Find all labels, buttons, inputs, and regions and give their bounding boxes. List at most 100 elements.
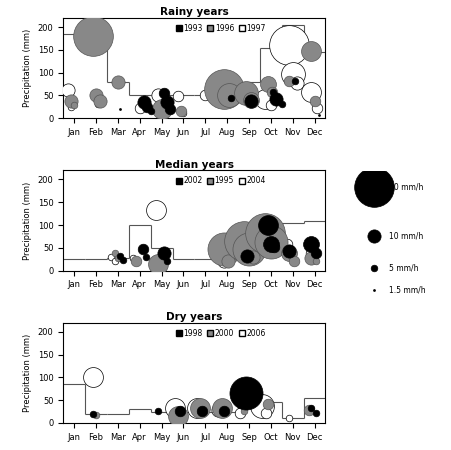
Point: [220, 85, 227, 92]
Point: [236, 410, 244, 417]
Point: [70, 102, 78, 109]
Point: [239, 408, 247, 415]
Point: [258, 402, 265, 410]
Point: [370, 286, 377, 293]
Point: [225, 92, 232, 99]
Point: [143, 253, 150, 261]
Point: [249, 253, 256, 261]
Point: [116, 106, 124, 113]
Point: [263, 221, 271, 229]
Point: [198, 408, 205, 415]
Point: [196, 405, 203, 412]
Point: [154, 408, 161, 415]
Point: [247, 96, 254, 104]
Point: [272, 95, 279, 103]
Point: [67, 97, 74, 104]
Point: [370, 232, 377, 239]
Point: [158, 106, 165, 113]
Point: [311, 257, 318, 264]
Point: [160, 250, 167, 257]
Point: [311, 410, 318, 417]
Point: [263, 81, 271, 88]
Legend: 1998, 2000, 2006: 1998, 2000, 2006: [172, 325, 268, 341]
Point: [193, 405, 200, 412]
Text: 5 mm/h: 5 mm/h: [388, 264, 417, 273]
Point: [136, 104, 143, 112]
Point: [143, 103, 151, 110]
Point: [154, 92, 161, 99]
Point: [166, 106, 174, 113]
Point: [315, 111, 322, 118]
Point: [307, 241, 314, 248]
Point: [154, 260, 161, 267]
Point: [116, 252, 124, 260]
Point: [290, 77, 298, 85]
Point: [277, 100, 285, 107]
Point: [129, 254, 137, 261]
Point: [307, 254, 314, 261]
Point: [94, 100, 101, 107]
Point: [114, 78, 121, 86]
Text: 30 mm/h: 30 mm/h: [388, 183, 422, 192]
Text: 1.5 mm/h: 1.5 mm/h: [388, 285, 424, 294]
Point: [92, 411, 100, 418]
Point: [242, 390, 249, 397]
Point: [89, 374, 96, 381]
Point: [370, 184, 377, 191]
Point: [247, 97, 254, 104]
Point: [92, 92, 100, 99]
Point: [268, 88, 275, 95]
Point: [111, 257, 118, 264]
Point: [220, 87, 227, 94]
Point: [107, 253, 115, 261]
Point: [313, 104, 320, 112]
Point: [170, 405, 178, 412]
Point: [239, 254, 247, 261]
Title: Median years: Median years: [155, 160, 233, 170]
Point: [285, 77, 292, 85]
Point: [269, 88, 276, 95]
Point: [263, 400, 271, 407]
Legend: 2002, 1995, 2004: 2002, 1995, 2004: [172, 173, 268, 188]
Point: [64, 86, 71, 94]
Point: [174, 412, 181, 419]
Point: [139, 245, 146, 252]
Point: [111, 250, 118, 257]
Point: [220, 257, 227, 264]
Point: [289, 70, 296, 77]
Point: [261, 230, 268, 237]
Point: [270, 243, 277, 251]
Y-axis label: Precipitation (mm): Precipitation (mm): [23, 334, 32, 412]
Point: [285, 415, 292, 422]
Point: [307, 47, 314, 54]
Point: [133, 257, 140, 264]
Point: [140, 99, 147, 106]
Point: [239, 93, 247, 100]
Point: [179, 109, 187, 117]
Point: [285, 248, 292, 255]
Point: [174, 93, 181, 100]
Point: [160, 90, 167, 97]
Point: [217, 405, 225, 412]
Point: [227, 94, 235, 101]
Point: [262, 410, 270, 417]
Point: [370, 265, 377, 272]
Point: [285, 250, 292, 257]
Point: [261, 95, 268, 103]
Point: [89, 33, 96, 40]
Point: [307, 250, 314, 257]
Point: [305, 407, 312, 414]
Point: [147, 108, 154, 115]
Y-axis label: Precipitation (mm): Precipitation (mm): [23, 29, 32, 107]
Point: [242, 90, 249, 97]
Point: [307, 88, 314, 95]
Point: [261, 245, 268, 252]
Point: [89, 410, 96, 418]
Title: Rainy years: Rainy years: [160, 7, 228, 17]
Point: [97, 97, 104, 104]
Y-axis label: Precipitation (mm): Precipitation (mm): [23, 181, 32, 260]
Point: [163, 257, 170, 264]
Point: [220, 245, 227, 252]
Point: [245, 245, 252, 252]
Point: [163, 99, 170, 106]
